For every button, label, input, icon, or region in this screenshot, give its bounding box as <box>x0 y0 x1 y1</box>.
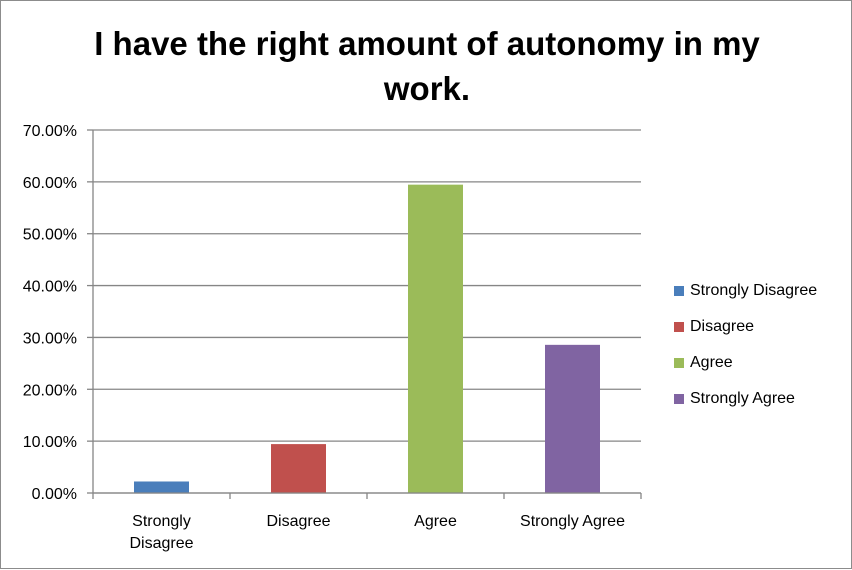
y-tick-label: 60.00% <box>23 175 77 192</box>
chart-legend: Strongly Disagree Disagree Agree Strongly A… <box>674 273 817 417</box>
legend-label: Disagree <box>690 318 755 335</box>
x-category-label: Disagree <box>266 513 330 530</box>
bar <box>408 184 463 494</box>
y-tick-label: 0.00% <box>32 486 77 503</box>
y-tick-label: 30.00% <box>23 330 77 347</box>
legend-swatch <box>674 286 684 296</box>
legend-item: Strongly Disagree <box>674 273 817 309</box>
y-tick-label: 20.00% <box>23 382 77 399</box>
legend-item: Agree <box>674 345 817 381</box>
bar <box>545 344 600 493</box>
legend-swatch <box>674 322 684 332</box>
y-tick-label: 50.00% <box>23 227 77 244</box>
legend-swatch <box>674 394 684 404</box>
bar <box>271 444 326 493</box>
bar <box>134 481 189 493</box>
chart-title: I have the right amount of autonomy in m… <box>94 25 760 107</box>
legend-label: Agree <box>690 354 733 371</box>
x-category-label: Strongly Disagree <box>129 513 193 552</box>
x-category-label: Agree <box>414 513 457 530</box>
legend-item: Strongly Agree <box>674 381 817 417</box>
legend-item: Disagree <box>674 309 817 345</box>
legend-label: Strongly Disagree <box>690 282 818 299</box>
legend-label: Strongly Agree <box>690 390 795 407</box>
y-tick-label: 40.00% <box>23 279 77 296</box>
y-tick-label: 10.00% <box>23 434 77 451</box>
y-tick-label: 70.00% <box>23 123 77 140</box>
legend-swatch <box>674 358 684 368</box>
x-category-label: Strongly Agree <box>520 513 625 530</box>
